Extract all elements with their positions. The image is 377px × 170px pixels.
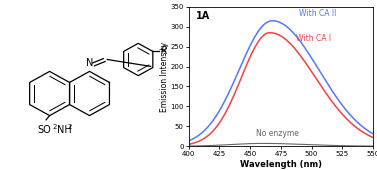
Text: 2: 2 — [68, 124, 72, 130]
Text: 1A: 1A — [196, 11, 210, 21]
Text: 2: 2 — [53, 124, 57, 130]
Text: With CA II: With CA II — [299, 9, 337, 18]
Y-axis label: Emission Intensity: Emission Intensity — [160, 41, 169, 112]
Text: With CA I: With CA I — [296, 34, 331, 43]
Text: NH: NH — [57, 125, 72, 135]
X-axis label: Wavelength (nm): Wavelength (nm) — [240, 160, 322, 169]
Text: No enzyme: No enzyme — [256, 129, 299, 138]
Text: N: N — [86, 58, 93, 68]
Text: R: R — [161, 46, 167, 56]
Text: SO: SO — [37, 125, 51, 135]
